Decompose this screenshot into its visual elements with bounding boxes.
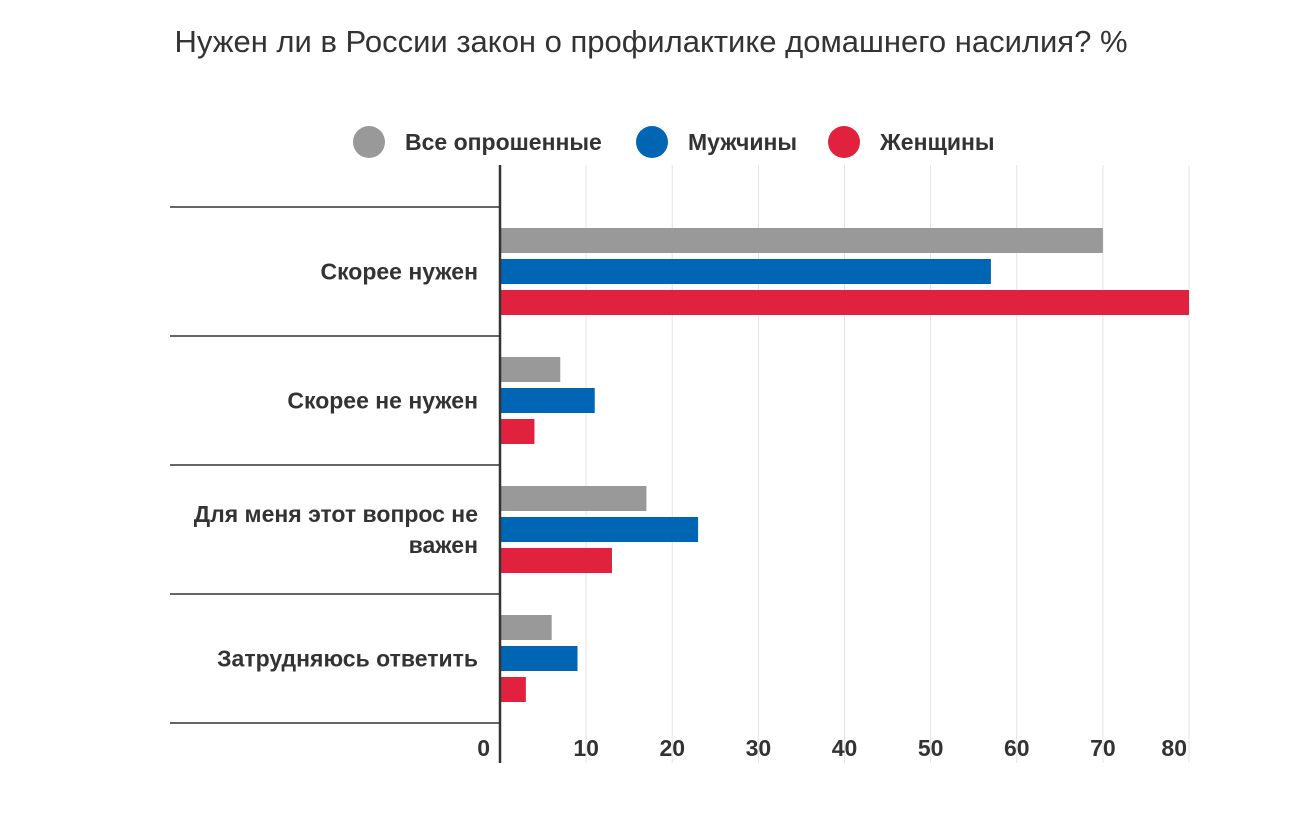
bar [500,259,991,284]
bar [500,388,595,413]
category-label: Скорее не нужен [287,388,478,414]
x-tick-label: 20 [659,735,685,761]
legend: Все опрошенные Мужчины Женщины [0,120,1302,164]
bar [500,357,561,382]
bar [500,228,1103,253]
x-tick-label: 50 [918,735,944,761]
x-tick-label: 30 [746,735,772,761]
legend-item-men: Мужчины [636,120,797,164]
x-tick-label: 60 [1004,735,1030,761]
legend-item-all: Все опрошенные [353,120,602,164]
bar [500,646,578,671]
bar [500,517,699,542]
legend-label-all: Все опрошенные [405,128,602,155]
legend-swatch-men [636,126,668,158]
x-tick-label: 0 [477,735,490,761]
chart-title: Нужен ли в России закон о профилактике д… [174,24,1128,59]
legend-label-men: Мужчины [688,128,797,155]
x-tick-label: 40 [832,735,858,761]
legend-label-women: Женщины [880,128,995,155]
bar [500,677,526,702]
x-tick-label: 10 [573,735,599,761]
legend-swatch-all [353,126,385,158]
category-label: Скорее нужен [320,259,478,285]
legend-item-women: Женщины [828,120,995,164]
legend-swatch-women [828,126,860,158]
category-label: важен [409,532,478,558]
category-label: Затрудняюсь ответить [217,646,478,672]
x-tick-label: 70 [1090,735,1116,761]
category-label: Для меня этот вопрос не [194,501,478,527]
bar [500,486,647,511]
bar [500,548,612,573]
bar [500,290,1189,315]
bar [500,615,552,640]
bar [500,419,535,444]
x-tick-label: 80 [1161,735,1187,761]
